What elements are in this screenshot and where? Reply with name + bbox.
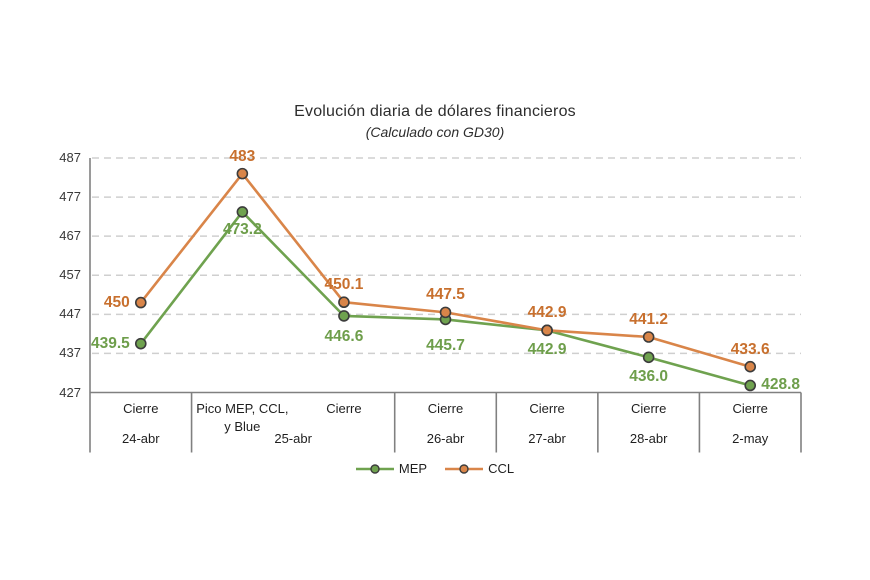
mep-data-label: 439.5 <box>91 334 130 352</box>
legend-line-marker-icon <box>355 463 394 474</box>
ccl-data-label: 433.6 <box>730 340 770 358</box>
ccl-data-label: 442.9 <box>527 304 567 322</box>
mep-data-label: 436.0 <box>629 368 669 386</box>
ccl-point <box>134 296 147 309</box>
x-point-label: Cierre <box>326 401 362 416</box>
y-tick-label: 457 <box>59 267 81 283</box>
mep-data-label: 446.6 <box>324 327 364 345</box>
legend-label: MEP <box>398 461 428 476</box>
mep-point <box>642 351 655 364</box>
ccl-point <box>236 167 249 180</box>
y-tick-label: 467 <box>59 228 81 244</box>
ccl-data-label: 450.1 <box>324 276 364 294</box>
x-point-label: Cierre <box>630 401 667 416</box>
x-point-label: Cierre <box>732 401 768 416</box>
x-date-label: 26-abr <box>426 431 465 446</box>
legend-label: CCL <box>488 461 515 476</box>
x-date-label: 25-abr <box>274 431 312 446</box>
chart-subtitle: (Calculado con GD30) <box>365 124 505 140</box>
chart-title: Evolución diaria de dólares financieros <box>294 103 576 120</box>
ccl-data-label: 483 <box>229 147 256 165</box>
ccl-point <box>439 306 452 319</box>
x-date-label: 2-may <box>732 431 769 446</box>
ccl-data-label: 447.5 <box>426 286 465 304</box>
mep-point <box>236 206 249 218</box>
ccl-point <box>541 324 553 337</box>
x-point-label: Pico MEP, CCL, y Blue <box>196 401 289 434</box>
mep-data-label: 428.8 <box>761 376 800 394</box>
x-point-label: Cierre <box>427 401 464 416</box>
legend-line-marker-icon <box>445 463 484 474</box>
x-date-label: 24-abr <box>121 431 160 446</box>
x-point-label: Cierre <box>529 401 565 416</box>
ccl-point <box>744 360 757 373</box>
y-tick-label: 477 <box>59 189 81 205</box>
legend-item-ccl: CCL <box>445 461 514 476</box>
x-date-label: 28-abr <box>629 431 668 446</box>
mep-point <box>744 379 757 392</box>
mep-point <box>338 310 350 322</box>
legend-item-mep: MEP <box>355 461 428 476</box>
x-date-label: 27-abr <box>528 431 566 446</box>
mep-data-label: 445.7 <box>426 337 465 355</box>
mep-data-label: 442.9 <box>527 341 567 359</box>
y-tick-label: 437 <box>59 345 81 361</box>
ccl-data-label: 441.2 <box>629 311 669 328</box>
ccl-point <box>338 296 350 309</box>
ccl-data-label: 450 <box>103 293 130 311</box>
mep-data-label: 473.2 <box>222 220 262 238</box>
y-tick-label: 427 <box>59 384 81 400</box>
x-point-label: Cierre <box>123 401 159 416</box>
y-tick-label: 447 <box>59 306 81 322</box>
ccl-point <box>642 331 655 343</box>
legend: MEP CCL <box>0 461 870 476</box>
y-tick-label: 487 <box>59 150 81 165</box>
mep-point <box>134 337 147 350</box>
